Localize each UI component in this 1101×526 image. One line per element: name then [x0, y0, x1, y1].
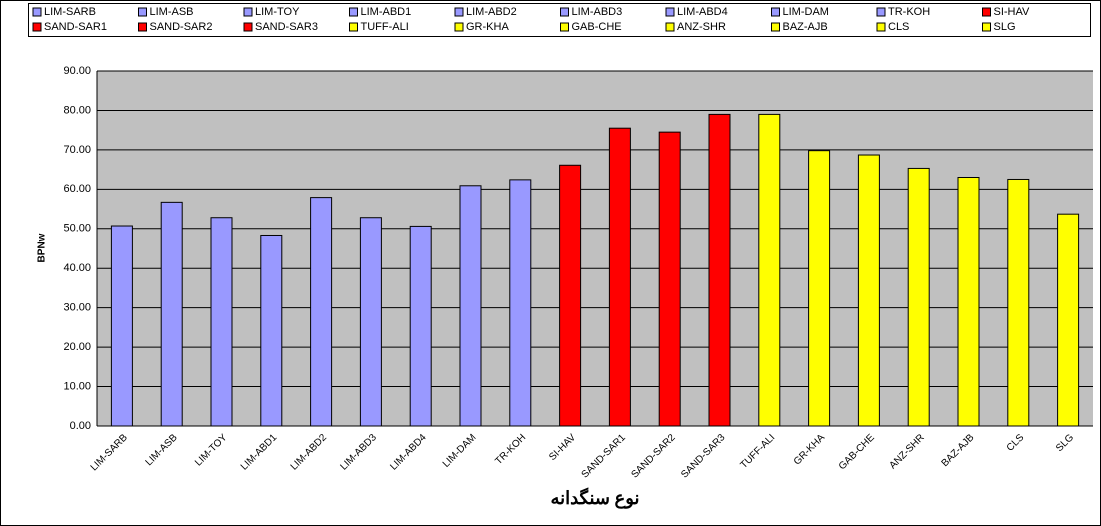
y-tick-label: 50.00 — [63, 223, 91, 235]
bar — [459, 185, 482, 427]
legend-swatch — [665, 7, 675, 17]
legend-swatch — [349, 7, 358, 17]
legend-swatch — [138, 7, 147, 17]
legend-swatch — [771, 7, 780, 17]
legend-swatch — [454, 22, 464, 32]
bar — [808, 150, 831, 427]
legend-label: LIM-ABD1 — [361, 6, 412, 18]
legend-swatch — [454, 7, 464, 17]
y-tick-label: 0.00 — [70, 420, 91, 432]
legend-label: LIM-TOY — [255, 6, 300, 18]
bar — [260, 234, 283, 427]
legend-label: CLS — [888, 21, 909, 33]
bar — [708, 113, 731, 427]
legend-label: GAB-CHE — [572, 21, 622, 33]
legend-swatch — [349, 22, 358, 32]
legend-label: SLG — [994, 21, 1016, 33]
bar — [409, 225, 432, 427]
bar — [160, 201, 183, 427]
legend-label: LIM-ABD4 — [677, 6, 728, 18]
legend-swatch — [32, 22, 42, 32]
legend-swatch — [982, 22, 991, 32]
y-tick-label: 80.00 — [63, 104, 91, 116]
legend-swatch — [243, 22, 253, 32]
legend-swatch — [243, 7, 253, 17]
y-tick-label: 30.00 — [63, 302, 91, 314]
plot-area — [97, 71, 1093, 426]
legend-label: SI-HAV — [994, 6, 1031, 18]
legend-swatch — [665, 22, 675, 32]
y-tick-label: 90.00 — [63, 65, 91, 77]
legend-label: LIM-SARB — [44, 6, 96, 18]
legend-label: GR-KHA — [466, 21, 509, 33]
legend-swatch — [876, 22, 886, 32]
legend-label: SAND-SAR2 — [150, 21, 213, 33]
bar — [957, 177, 980, 427]
y-tick-label: 60.00 — [63, 183, 91, 195]
bar — [210, 217, 233, 427]
legend-label: SAND-SAR3 — [255, 21, 318, 33]
legend-label: LIM-DAM — [783, 6, 829, 18]
bar — [559, 164, 582, 427]
bar — [658, 131, 681, 427]
bar — [608, 127, 631, 427]
legend-label: LIM-ABD3 — [572, 6, 623, 18]
legend-swatch — [771, 22, 780, 32]
bar — [857, 154, 880, 427]
x-axis-label: نوع سنگدانه — [550, 487, 639, 509]
legend-swatch — [876, 7, 886, 17]
legend-label: TUFF-ALI — [361, 21, 409, 33]
legend-swatch — [138, 22, 147, 32]
bar — [310, 197, 333, 427]
legend-label: ANZ-SHR — [677, 21, 726, 33]
bar — [907, 167, 930, 427]
bar — [1057, 213, 1080, 427]
legend-swatch — [982, 7, 991, 17]
y-tick-label: 10.00 — [63, 380, 91, 392]
legend-label: SAND-SAR1 — [44, 21, 107, 33]
legend-box — [28, 3, 1091, 37]
legend-swatch — [560, 22, 569, 32]
bar — [359, 217, 382, 427]
y-tick-label: 40.00 — [63, 262, 91, 274]
legend-label: TR-KOH — [888, 6, 930, 18]
legend-label: BAZ-AJB — [783, 21, 828, 33]
bar — [509, 179, 532, 427]
bar — [1007, 178, 1030, 427]
bar — [758, 113, 781, 427]
legend-swatch — [32, 7, 42, 17]
legend-label: LIM-ASB — [150, 6, 194, 18]
legend-label: LIM-ABD2 — [466, 6, 517, 18]
y-axis-label: BPNw — [37, 233, 48, 262]
legend-swatch — [560, 7, 569, 17]
y-tick-label: 70.00 — [63, 144, 91, 156]
y-tick-label: 20.00 — [63, 341, 91, 353]
bar — [110, 225, 133, 427]
